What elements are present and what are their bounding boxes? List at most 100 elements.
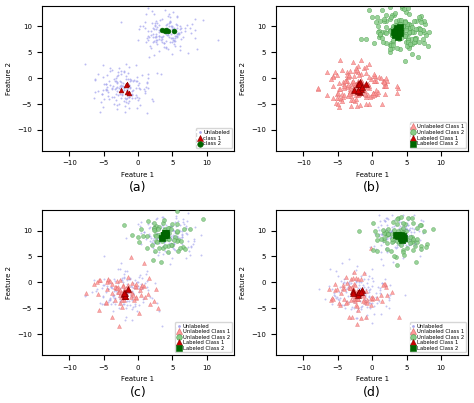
Point <box>377 242 385 248</box>
Point <box>111 295 119 301</box>
Point <box>160 40 168 46</box>
Point <box>145 33 152 39</box>
Point <box>164 225 171 232</box>
Point <box>143 35 150 42</box>
Point <box>405 43 412 50</box>
Point <box>380 83 387 89</box>
Point <box>345 279 352 285</box>
Point <box>404 39 412 45</box>
Point <box>366 293 374 299</box>
Point <box>336 284 343 291</box>
Point <box>393 27 401 33</box>
Point <box>405 226 413 233</box>
Point <box>382 83 390 89</box>
Point <box>155 231 162 238</box>
Point <box>113 102 121 108</box>
Point <box>169 227 177 234</box>
Point <box>156 225 164 231</box>
Point <box>158 27 165 33</box>
Point <box>120 69 128 75</box>
Point <box>394 233 401 240</box>
Point <box>419 36 427 42</box>
Point <box>355 282 362 288</box>
Point <box>358 279 365 285</box>
Point <box>110 292 118 298</box>
Point <box>364 297 371 303</box>
Point <box>145 54 153 60</box>
Point <box>348 313 356 320</box>
Point <box>145 225 153 231</box>
Point <box>170 29 178 36</box>
Point <box>393 242 401 248</box>
Point <box>100 253 108 260</box>
Point <box>128 294 136 300</box>
Point <box>350 287 357 293</box>
Point <box>382 83 389 89</box>
Point <box>120 287 128 293</box>
Point <box>393 228 401 234</box>
Point <box>154 233 162 240</box>
Point <box>124 95 131 101</box>
Point <box>412 35 419 42</box>
Point <box>378 280 385 286</box>
Point <box>177 47 184 54</box>
Point <box>392 232 400 238</box>
Point <box>365 300 373 306</box>
Point <box>147 31 155 38</box>
Point <box>403 231 410 237</box>
Point <box>116 298 123 305</box>
Point <box>153 18 160 24</box>
Point <box>362 297 369 303</box>
Point <box>128 231 136 238</box>
Point <box>174 31 182 37</box>
Point <box>117 292 124 298</box>
Point <box>116 299 124 306</box>
Point <box>128 280 136 286</box>
Point <box>116 285 123 291</box>
Point <box>162 235 169 241</box>
Point <box>150 220 158 226</box>
Point <box>357 276 365 282</box>
Point <box>346 285 354 292</box>
Point <box>374 91 381 98</box>
Point <box>367 294 375 301</box>
Point <box>357 304 365 310</box>
Point <box>155 22 163 29</box>
Point <box>370 302 377 309</box>
Point <box>371 71 378 77</box>
Point <box>168 26 176 33</box>
Point <box>401 19 409 25</box>
Point <box>111 278 119 285</box>
Point <box>158 235 166 241</box>
Point <box>338 287 346 293</box>
Point <box>372 231 379 237</box>
Point <box>405 237 412 243</box>
Point <box>400 254 407 261</box>
Point <box>392 254 400 260</box>
Point <box>140 229 147 235</box>
Point <box>357 56 365 63</box>
Point <box>181 226 188 233</box>
Point <box>157 235 165 242</box>
Point <box>323 91 331 98</box>
Point <box>117 95 125 101</box>
Point <box>408 237 415 244</box>
Point <box>395 218 402 225</box>
Point <box>374 294 381 301</box>
Point <box>104 299 111 305</box>
Point <box>342 300 349 306</box>
Point <box>120 291 128 298</box>
Point <box>119 282 127 289</box>
Point <box>122 60 129 67</box>
Point <box>381 235 388 241</box>
Point <box>366 300 374 307</box>
Point <box>372 86 380 93</box>
Point <box>386 234 393 241</box>
Point <box>110 75 118 82</box>
Point <box>392 245 400 251</box>
Point <box>416 25 423 31</box>
Point <box>120 68 128 74</box>
Point <box>159 232 166 238</box>
Point <box>390 253 398 260</box>
Point <box>113 88 121 94</box>
